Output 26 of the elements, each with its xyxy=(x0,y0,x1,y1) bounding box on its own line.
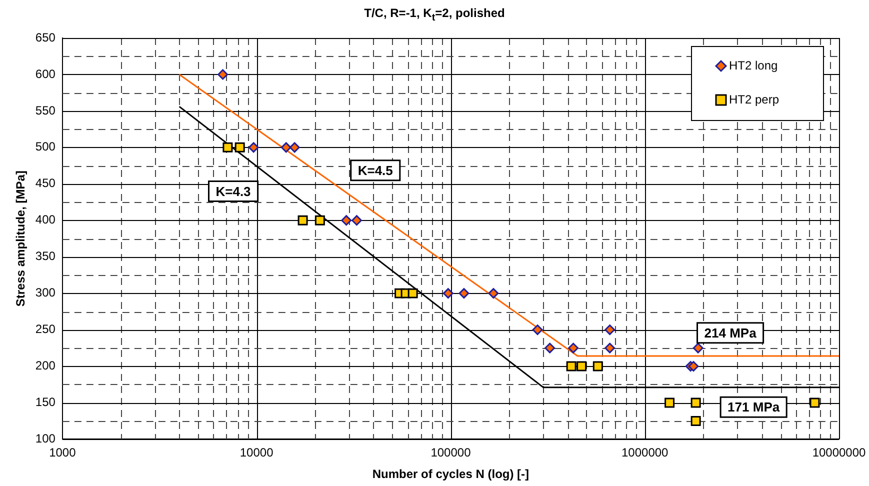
y-tick-label: 600 xyxy=(35,66,56,81)
chart-title: T/C, R=-1, K$_{t}$=2, polished xyxy=(363,6,506,24)
y-tick-label: 400 xyxy=(35,212,56,227)
x-tick-label: 1000000 xyxy=(621,446,669,460)
y-tick-label: 450 xyxy=(35,176,56,190)
y-tick-label: 500 xyxy=(35,140,56,154)
x-tick-label: 1000 xyxy=(49,446,76,460)
annotation: K=4.3 xyxy=(216,184,251,199)
y-tick-label: 300 xyxy=(35,286,56,300)
annotation: 214 MPa xyxy=(704,325,758,340)
y-tick-label: 200 xyxy=(35,358,56,373)
x-tick-label: 100000 xyxy=(430,446,472,460)
x-axis-title: Number of cycles N (log) [-] xyxy=(372,467,530,482)
y-tick-label: 250 xyxy=(35,322,56,336)
legend-label: HT2 perp xyxy=(729,92,780,106)
y-tick-label: 100 xyxy=(35,432,56,446)
y-tick-label: 650 xyxy=(35,30,56,44)
y-axis-title: Stress amplitude, [MPa] xyxy=(14,170,28,307)
legend-label: HT2 long xyxy=(729,58,778,72)
x-tick-label: 10000000 xyxy=(812,446,866,460)
y-tick-label: 150 xyxy=(35,395,56,410)
annotation: K=4.5 xyxy=(358,162,393,178)
y-tick-label: 550 xyxy=(35,103,56,118)
y-tick-label: 350 xyxy=(35,249,56,264)
x-tick-label: 10000 xyxy=(240,446,274,460)
annotation: 171 MPa xyxy=(728,400,780,415)
